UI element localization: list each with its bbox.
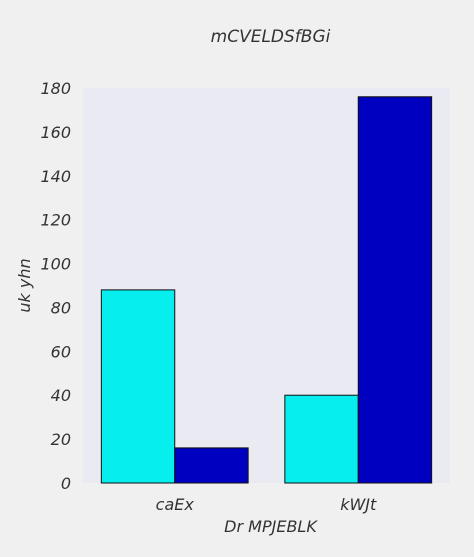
bar-kWJt-series-1 bbox=[284, 394, 359, 484]
y-tick-label: 80 bbox=[51, 298, 71, 317]
y-tick-label: 40 bbox=[51, 386, 71, 405]
y-tick-label: 0 bbox=[61, 474, 71, 493]
y-tick-label: 60 bbox=[51, 342, 71, 361]
y-axis-label: uk yhn bbox=[15, 258, 34, 312]
bars-group bbox=[100, 96, 433, 484]
y-tick-labels: 0 20 40 60 80 100 120 140 160 180 bbox=[40, 79, 71, 493]
y-tick-label: 180 bbox=[40, 79, 71, 98]
bar-caEx-series-1 bbox=[100, 289, 176, 484]
x-tick-labels: caEx kWJt bbox=[156, 495, 377, 514]
x-tick-label: kWJt bbox=[340, 495, 377, 514]
y-tick-label: 120 bbox=[40, 211, 71, 230]
y-tick-label: 100 bbox=[40, 255, 71, 274]
y-tick-label: 20 bbox=[51, 430, 71, 449]
x-axis-label: Dr MPJEBLK bbox=[224, 517, 318, 536]
chart-title: mCVELDSfBGi bbox=[211, 27, 331, 47]
bar-kWJt-series-2 bbox=[357, 96, 433, 484]
y-tick-label: 140 bbox=[40, 167, 71, 186]
y-tick-label: 160 bbox=[40, 123, 71, 142]
x-tick-label: caEx bbox=[156, 495, 195, 514]
bar-caEx-series-2 bbox=[174, 447, 249, 484]
